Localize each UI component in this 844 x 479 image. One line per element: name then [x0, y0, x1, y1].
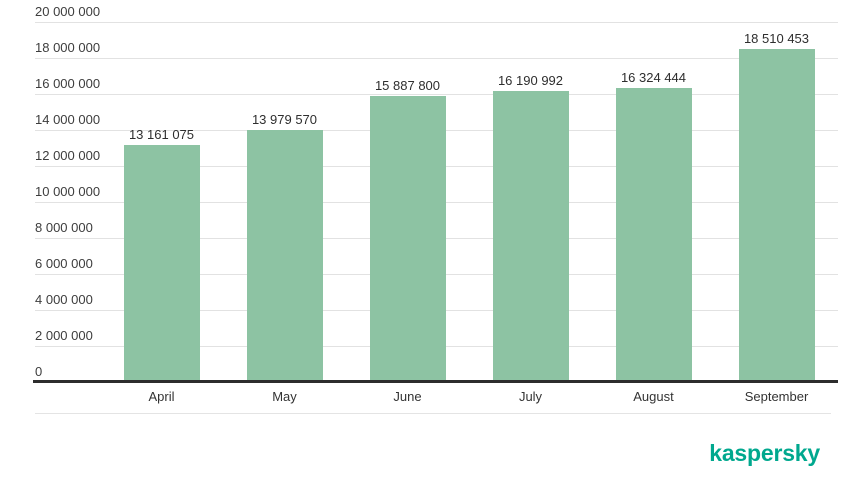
kaspersky-logo: kaspersky: [709, 440, 820, 466]
bar-september: [738, 48, 815, 382]
y-tick-label: 4 000 000: [35, 292, 93, 307]
x-tick-label-july: July: [518, 389, 543, 404]
bar-value-label: 13 979 570: [251, 112, 318, 128]
gridline: [35, 57, 838, 59]
gridline: [35, 93, 838, 95]
y-tick-label: 20 000 000: [35, 4, 101, 19]
bar-august: [615, 88, 692, 382]
y-tick-label: 12 000 000: [35, 148, 101, 163]
bar-may: [246, 130, 323, 382]
x-tick-label-april: April: [148, 389, 175, 404]
y-tick-label: 10 000 000: [35, 184, 101, 199]
bar-value-label: 15 887 800: [374, 78, 441, 94]
x-axis-line: [33, 380, 838, 383]
y-tick-label: 6 000 000: [35, 256, 93, 271]
y-tick-label: 0: [35, 364, 43, 379]
x-tick-label-august: August: [633, 389, 674, 404]
y-tick-label: 14 000 000: [35, 112, 101, 127]
gridline: [35, 21, 838, 23]
bar-june: [369, 96, 446, 382]
bar-july: [492, 90, 569, 382]
y-tick-label: 8 000 000: [35, 220, 93, 235]
bar-april: [123, 145, 200, 382]
footer-separator: [35, 413, 831, 414]
y-tick-label: 18 000 000: [35, 40, 101, 55]
x-tick-label-september: September: [744, 389, 809, 404]
x-tick-label-may: May: [272, 389, 297, 404]
y-tick-label: 2 000 000: [35, 328, 93, 343]
bar-value-label: 18 510 453: [743, 30, 810, 46]
bar-value-label: 16 324 444: [620, 70, 687, 86]
x-tick-label-june: June: [393, 389, 422, 404]
y-tick-label: 16 000 000: [35, 76, 101, 91]
bar-value-label: 13 161 075: [128, 127, 195, 143]
bar-value-label: 16 190 992: [497, 72, 564, 88]
